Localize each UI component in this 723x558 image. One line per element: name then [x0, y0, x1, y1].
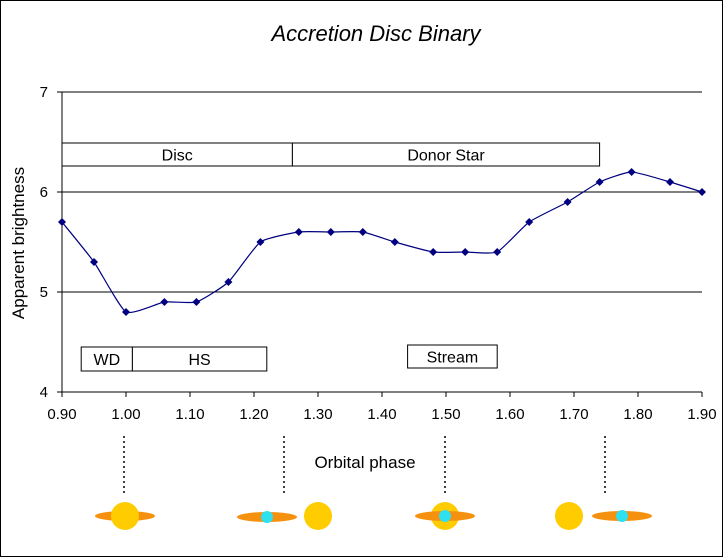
annotation-box-donor-star-label: Donor Star — [407, 148, 485, 165]
data-point — [294, 228, 303, 236]
annotation-box-hs — [131, 346, 268, 372]
y-tick-label: 5 — [40, 284, 48, 301]
x-tick-label: 0.90 — [47, 406, 76, 423]
donor-star-icon — [304, 502, 332, 530]
data-point — [224, 278, 233, 286]
data-point — [192, 298, 201, 306]
donor-star-icon — [111, 502, 139, 530]
data-point — [461, 248, 470, 256]
data-point — [698, 188, 706, 196]
annotation-box-disc-label: Disc — [162, 148, 193, 165]
data-point — [122, 308, 130, 316]
orbit-schematic-phase-3 — [415, 502, 475, 530]
x-tick-label: 1.30 — [303, 406, 332, 423]
x-tick-label: 1.10 — [175, 406, 204, 423]
white-dwarf-icon — [261, 511, 273, 523]
data-point — [493, 248, 502, 256]
y-tick-label: 6 — [40, 184, 48, 201]
x-tick-label: 1.70 — [559, 406, 588, 423]
x-axis-label: Orbital phase — [314, 453, 415, 472]
chart-title: Accretion Disc Binary — [269, 21, 482, 46]
y-tick-label: 7 — [40, 84, 48, 101]
annotation-box-hs-label: HS — [188, 352, 210, 369]
x-tick-label: 1.80 — [623, 406, 652, 423]
orbit-schematic-phase-1 — [95, 502, 155, 530]
data-point — [563, 198, 572, 206]
x-tick-label: 1.20 — [239, 406, 268, 423]
data-point — [666, 178, 674, 186]
annotation-box-stream-label: Stream — [427, 350, 479, 367]
data-point — [326, 228, 335, 236]
donor-star-icon — [555, 502, 583, 530]
x-tick-label: 1.60 — [495, 406, 524, 423]
x-tick-label: 1.50 — [431, 406, 460, 423]
data-point — [256, 238, 265, 246]
x-tick-label: 1.40 — [367, 406, 396, 423]
white-dwarf-icon — [616, 510, 628, 522]
data-point — [429, 248, 438, 256]
series-line — [61, 171, 703, 314]
data-point — [627, 168, 636, 176]
y-axis-label: Apparent brightness — [9, 167, 28, 319]
annotation-box-wd — [80, 346, 133, 372]
white-dwarf-icon — [439, 510, 451, 522]
x-tick-label: 1.90 — [687, 406, 716, 423]
orbit-schematic-phase-4 — [555, 502, 652, 530]
annotation-box-wd-label: WD — [93, 352, 120, 369]
data-point — [390, 238, 399, 246]
axes — [57, 91, 703, 397]
gridlines — [62, 91, 702, 293]
y-tick-labels: 4 5 6 7 — [40, 84, 48, 401]
data-point — [90, 258, 98, 266]
data-point — [58, 218, 66, 226]
data-point — [358, 228, 367, 236]
data-point — [525, 218, 534, 226]
phase-annotation-boxes: Disc Donor Star WD HS Stream — [61, 142, 601, 372]
brightness-series — [58, 168, 706, 316]
x-tick-labels: 0.90 1.00 1.10 1.20 1.30 1.40 1.50 1.60 1.70 1.80… — [47, 406, 716, 423]
data-point — [595, 178, 604, 186]
annotation-box-donor-star — [291, 142, 601, 167]
data-point — [160, 298, 169, 306]
x-tick-label: 1.00 — [111, 406, 140, 423]
annotation-box-stream — [407, 344, 498, 369]
orbit-schematic-phase-2 — [237, 502, 332, 530]
y-tick-label: 4 — [40, 384, 48, 401]
